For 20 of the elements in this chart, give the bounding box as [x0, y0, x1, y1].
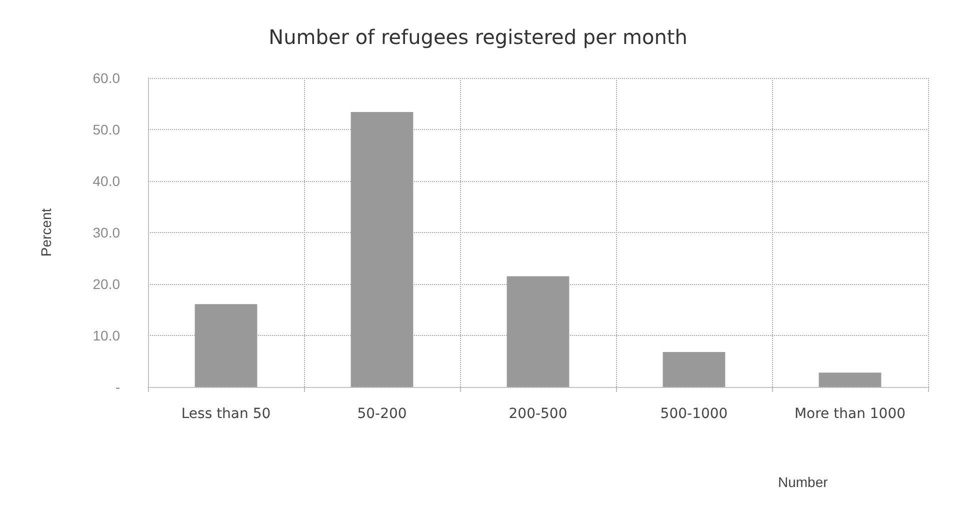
y-axis-title: Percent	[38, 208, 54, 257]
y-tick-label: 20.0	[92, 276, 120, 292]
chart-title: Number of refugees registered per month	[268, 25, 688, 49]
x-tick-label: Less than 50	[181, 406, 271, 422]
x-tick-label: 200-500	[508, 406, 568, 422]
y-tick-label: 10.0	[92, 328, 120, 344]
bar	[506, 276, 570, 387]
bar	[662, 352, 726, 387]
y-tick-label: 30.0	[92, 224, 120, 240]
y-tick-label: -	[115, 379, 120, 395]
bar	[818, 372, 882, 387]
bar	[350, 112, 414, 387]
x-tick-label: More than 1000	[794, 406, 906, 422]
x-axis-title: Number	[778, 474, 828, 490]
bar	[194, 304, 258, 387]
x-tick-label: 50-200	[357, 406, 407, 422]
x-tick-label: 500-1000	[660, 406, 728, 422]
y-tick-label: 40.0	[92, 173, 120, 189]
y-tick-label: 50.0	[92, 122, 120, 138]
y-tick-label: 60.0	[92, 70, 120, 86]
